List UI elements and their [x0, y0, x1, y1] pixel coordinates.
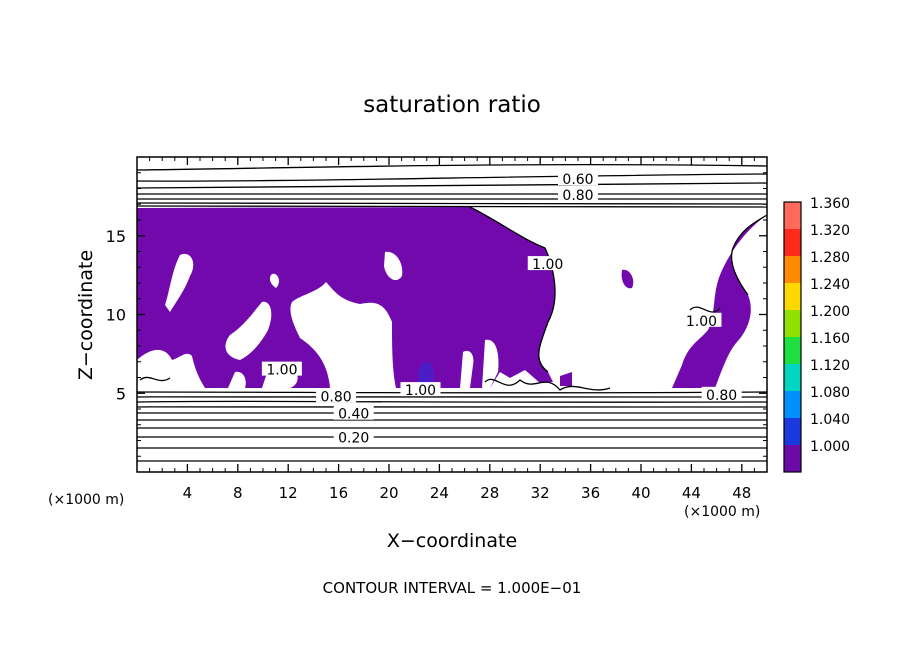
x-axis-label: X−coordinate	[387, 530, 517, 552]
contour-label-bg	[558, 171, 598, 186]
y-tick-label: 5	[116, 384, 126, 403]
colorbar-tick-label: 1.200	[810, 304, 850, 320]
colorbar-swatch	[784, 364, 801, 392]
contour-label: 0.40	[338, 407, 369, 423]
contour-label-bg	[701, 386, 742, 401]
contour-label-bg	[681, 312, 722, 327]
colorbar-swatch	[784, 391, 801, 419]
x-tick-label: 32	[531, 484, 550, 502]
x-tick-label: 24	[430, 484, 449, 502]
contour-label: 1.00	[686, 314, 717, 330]
z-unit-label: (×1000 m)	[48, 492, 124, 508]
colorbar-swatch	[784, 202, 801, 230]
contour-label: 0.80	[562, 188, 593, 204]
contour-label: 1.00	[405, 383, 436, 399]
x-tick-label: 40	[631, 484, 650, 502]
contour-label: 0.80	[320, 389, 351, 405]
colorbar-swatch	[784, 445, 801, 473]
contour-label-bg	[527, 256, 568, 271]
contour-label-bg	[316, 388, 357, 403]
contour-interval-note: CONTOUR INTERVAL = 1.000E−01	[323, 579, 582, 597]
contour-labels: 0.600.800.80 1.000.400.200.801.001.001.00	[261, 171, 742, 446]
colorbar-tick-label: 1.120	[810, 358, 850, 374]
colorbar-tick-label: 1.040	[810, 412, 850, 428]
colorbar-frame	[783, 201, 802, 473]
x-tick-label: 4	[183, 484, 193, 502]
colorbar-tick-label: 1.080	[810, 385, 850, 401]
colorbar: 1.360 1.320 1.280 1.240 1.200 1.160 1.120 1.080…	[783, 196, 850, 473]
colorbar-swatch	[784, 310, 801, 338]
colorbar-tick-label: 1.320	[810, 223, 850, 239]
colorbar-swatch	[784, 283, 801, 311]
small-purple-patch	[560, 372, 572, 386]
colorbar-swatch	[784, 256, 801, 284]
contour-label: 1.00	[266, 363, 297, 379]
x-tick-label: 8	[233, 484, 243, 502]
y-axis: 5 10 15	[106, 172, 767, 457]
x-unit-label: (×1000 m)	[684, 504, 760, 520]
contour-label: 0.60	[562, 172, 593, 188]
y-axis-label: Z−coordinate	[75, 250, 97, 380]
x-tick-label: 28	[480, 484, 499, 502]
colorbar-swatch	[784, 418, 801, 446]
colorbar-swatch	[784, 229, 801, 257]
chart-title: saturation ratio	[363, 92, 541, 118]
colorbar-swatch	[784, 337, 801, 365]
contour-label: 1.00	[532, 257, 563, 273]
contour-label-bg	[333, 405, 374, 420]
y-tick-label: 15	[106, 227, 126, 246]
colorbar-tick-label: 1.360	[810, 196, 850, 212]
x-axis: 4 8 12 16 20 24 28 32 36 40 44 48	[149, 157, 755, 502]
colorbar-tick-label: 1.000	[810, 439, 850, 455]
colorbar-tick-label: 1.160	[810, 331, 850, 347]
contour-label-bg	[333, 429, 374, 444]
colorbar-tick-label: 1.280	[810, 250, 850, 266]
contour-label-bg	[558, 186, 598, 201]
x-tick-label: 48	[732, 484, 751, 502]
saturated-region-right	[672, 215, 767, 388]
x-tick-label: 16	[329, 484, 348, 502]
x-tick-label: 44	[682, 484, 701, 502]
x-tick-label: 36	[581, 484, 600, 502]
x-tick-label: 12	[279, 484, 298, 502]
contour-label-bg	[261, 361, 302, 376]
colorbar-tick-label: 1.240	[810, 277, 850, 293]
x-tick-label: 20	[379, 484, 398, 502]
contour-label-bg	[400, 382, 441, 397]
y-tick-label: 10	[106, 306, 126, 325]
faint-blue-patch	[418, 361, 434, 388]
unsaturated-pockets	[137, 251, 634, 388]
contour-label: 0.20	[338, 430, 369, 446]
contour-label: 0.80	[706, 388, 737, 404]
